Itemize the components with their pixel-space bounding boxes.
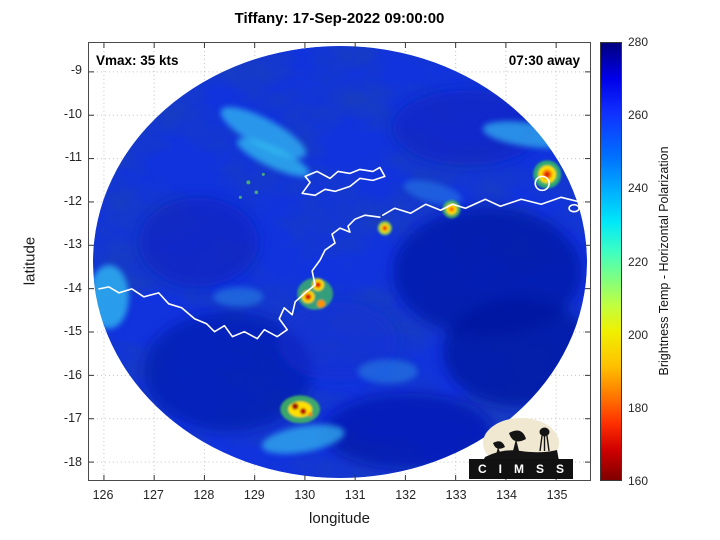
- colorbar-tick-label: 180: [628, 400, 649, 415]
- swath-image: [92, 45, 588, 479]
- y-tick-label: -10: [63, 106, 82, 121]
- colorbar-tick-label: 220: [628, 254, 649, 269]
- coastline-overlay: [98, 166, 582, 340]
- y-tick-label: -17: [63, 411, 82, 426]
- x-tick-label: 126: [92, 488, 114, 502]
- satellite-swath-canvas: [89, 43, 590, 480]
- x-tick-label: 129: [243, 488, 265, 502]
- x-tick-label: 128: [193, 488, 215, 502]
- y-tick-label: -11: [64, 150, 82, 165]
- x-axis-label: longitude: [309, 510, 370, 527]
- y-tick-label: -16: [63, 367, 82, 382]
- x-tick-label: 132: [395, 488, 417, 502]
- y-tick-label: -18: [63, 455, 82, 469]
- x-tick-label: 131: [344, 488, 366, 502]
- x-tick-label: 135: [546, 488, 568, 502]
- logo-banner: [469, 459, 573, 479]
- convection-hotspots: [238, 160, 562, 424]
- vmax-annotation: Vmax: 35 kts: [96, 53, 179, 68]
- x-tick-label: 127: [143, 488, 164, 502]
- cimss-logo: C I M S S: [469, 417, 573, 480]
- colorbar: [600, 42, 622, 481]
- cimss-logo-text: C I M S S: [478, 462, 564, 476]
- y-tick-label: -15: [63, 324, 82, 339]
- colorbar-tick-label: 240: [628, 181, 649, 196]
- map-plot-area: C I M S S: [88, 42, 591, 481]
- y-axis-label: latitude: [21, 236, 39, 286]
- colorbar-tick-label: 200: [628, 327, 649, 342]
- eta-annotation: 07:30 away: [508, 53, 580, 68]
- colorbar-tick-label: 260: [628, 108, 649, 123]
- x-tick-label: 134: [496, 488, 517, 502]
- y-tick-label: -9: [70, 63, 82, 77]
- colorbar-tick-label: 160: [628, 474, 649, 488]
- y-tick-label: -12: [63, 193, 82, 208]
- ground-silhouette: [483, 450, 559, 461]
- cold-blue-patches: [138, 89, 588, 470]
- y-tick-label: -13: [63, 237, 82, 252]
- x-tick-label: 130: [294, 488, 316, 502]
- y-tick-label: -14: [63, 280, 82, 295]
- satellite-dish-icon: [493, 430, 526, 455]
- x-tick-label: 133: [445, 488, 467, 502]
- plot-title: Tiffany: 17-Sep-2022 09:00:00: [234, 10, 445, 27]
- colorbar-label: Brightness Temp - Horizontal Polarizatio…: [657, 146, 671, 376]
- water-tower-icon: [539, 427, 550, 452]
- colorbar-tick-label: 280: [628, 35, 649, 49]
